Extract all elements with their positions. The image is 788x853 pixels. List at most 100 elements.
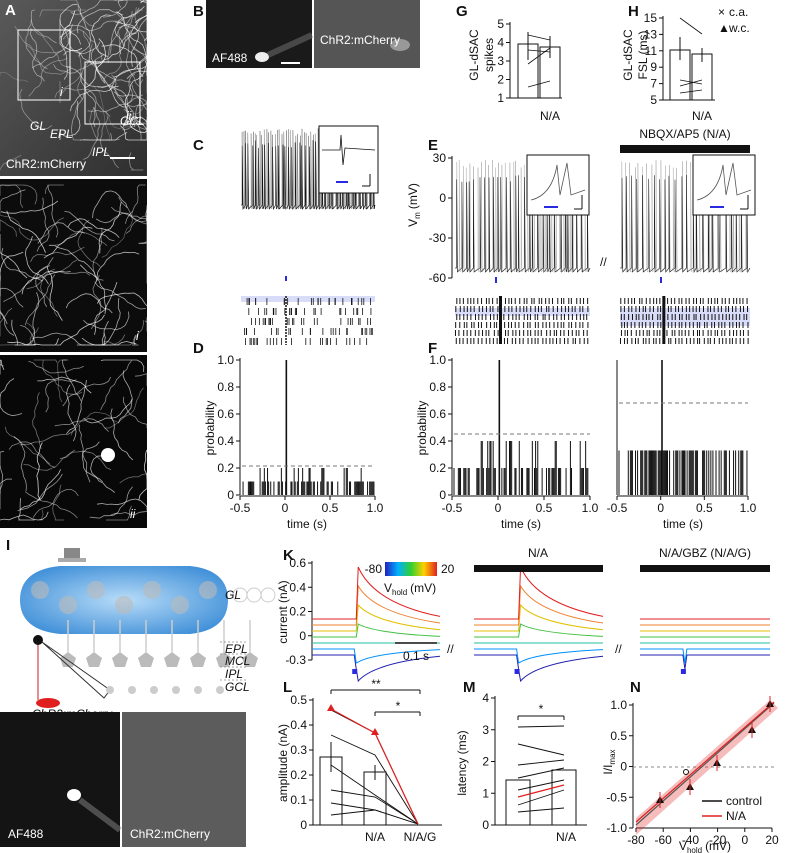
neurite (123, 108, 148, 140)
x-tick-label: -0.5 (442, 501, 463, 515)
neurite (134, 373, 148, 386)
neurite (32, 332, 86, 346)
neurite (36, 197, 50, 252)
neurite (24, 274, 56, 326)
neurite (94, 281, 146, 310)
neurite (31, 29, 69, 69)
neurite (64, 87, 111, 117)
neurite (117, 13, 148, 63)
y-tick-label: 0.1 (290, 793, 307, 807)
y-tick-label: 0 (300, 818, 307, 832)
y-tick-label: 0 (482, 818, 489, 832)
neurite (13, 436, 27, 492)
label: -80 (365, 562, 383, 576)
panel-label: D (193, 340, 204, 357)
mitral (242, 652, 258, 667)
neurite (52, 54, 105, 74)
axis-label: GL-dSAC (467, 29, 481, 81)
y-tick-label: 0 (439, 488, 446, 502)
y-tick-label: 7 (650, 77, 657, 91)
neurite (40, 268, 58, 317)
shape (620, 145, 750, 153)
neurite (107, 84, 135, 127)
axis-label: time (s) (287, 517, 327, 531)
y-tick-label: 0.2 (289, 605, 306, 619)
marker (327, 704, 335, 711)
neurite (123, 76, 148, 118)
neurite (23, 449, 76, 471)
y-tick-label: 0.2 (290, 768, 307, 782)
shape (64, 548, 80, 558)
label: GCL (225, 680, 250, 694)
x-tick-label: 1.0 (740, 501, 757, 515)
mitral (86, 652, 102, 667)
neurite (138, 449, 148, 501)
shape (514, 669, 520, 674)
line (679, 79, 703, 87)
neurite (77, 219, 101, 267)
axis-label: FSL (ms) (636, 31, 650, 80)
neurite (29, 327, 39, 346)
neurite (70, 411, 118, 436)
label: ii (126, 109, 132, 123)
shape (662, 296, 666, 344)
significance: * (539, 702, 544, 716)
x-tick-label: -0.5 (230, 501, 251, 515)
neurite (102, 30, 122, 82)
text: (mV) (410, 581, 436, 595)
legend-label: c.a. (729, 5, 748, 19)
neurite (35, 257, 54, 308)
x-tick-label: -20 (709, 833, 727, 847)
axis-break: // (600, 255, 607, 269)
x-tick-label: 1.0 (367, 501, 384, 515)
y-tick-label: 13 (644, 27, 658, 41)
neurite (107, 10, 133, 63)
neurite (138, 205, 148, 244)
trace (517, 743, 565, 756)
axis-break: // (615, 642, 622, 656)
neurite (19, 469, 61, 510)
neurite (59, 101, 81, 137)
neurite (63, 49, 106, 84)
y-tick-label: 1.0 (429, 353, 446, 367)
neurite (141, 242, 148, 284)
condition-label: NBQX/AP5 (N/A) (639, 127, 730, 141)
neurite (83, 311, 130, 331)
text: V (679, 839, 687, 853)
axis-break: // (447, 642, 454, 656)
neurite (28, 57, 68, 97)
x-tick-label: N/A (540, 109, 560, 123)
x-tick-label: 0.5 (696, 501, 713, 515)
y-tick-label: -0.3 (285, 653, 306, 667)
neurite (4, 426, 51, 465)
panel-label: G (456, 3, 468, 20)
shape (84, 61, 141, 125)
x-tick-label: 1.0 (582, 501, 599, 515)
label: i (136, 329, 139, 343)
neurite (95, 60, 128, 108)
neurite (19, 88, 53, 130)
neurite (39, 9, 86, 17)
text: (mV) (406, 183, 420, 209)
neurite (0, 322, 35, 346)
neurite (0, 307, 13, 337)
neurite (45, 379, 77, 413)
y-tick-label: 11 (645, 44, 658, 58)
line (78, 797, 122, 833)
mitral (164, 652, 180, 667)
neurite (62, 376, 112, 407)
axis-label: I/Imax (601, 749, 617, 774)
neurite (60, 0, 95, 27)
neurite (0, 154, 22, 171)
neurite (77, 4, 91, 57)
neurite (0, 208, 21, 227)
trace (312, 654, 441, 683)
shape (352, 669, 358, 674)
neurite (66, 380, 87, 435)
significance: * (396, 699, 401, 713)
line (527, 80, 551, 88)
marker (683, 769, 689, 775)
axis-label: probability (415, 401, 429, 456)
neurite (7, 338, 59, 346)
